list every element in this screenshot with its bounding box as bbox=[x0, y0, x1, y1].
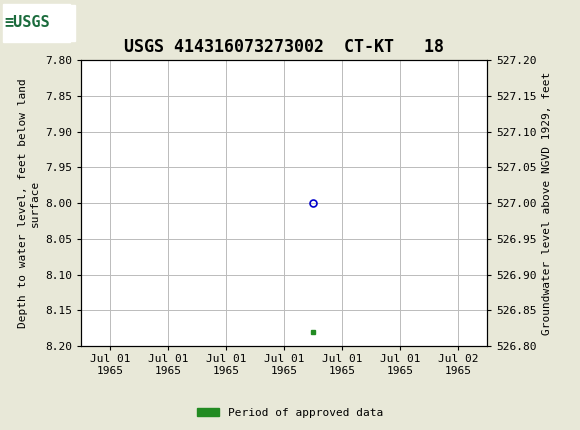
Bar bbox=[3, 3, 70, 42]
Y-axis label: Groundwater level above NGVD 1929, feet: Groundwater level above NGVD 1929, feet bbox=[542, 71, 552, 335]
Text: ≡USGS: ≡USGS bbox=[3, 14, 57, 31]
Legend: Period of approved data: Period of approved data bbox=[193, 403, 387, 422]
Text: ≡USGS: ≡USGS bbox=[5, 15, 50, 30]
Title: USGS 414316073273002  CT-KT   18: USGS 414316073273002 CT-KT 18 bbox=[124, 38, 444, 56]
FancyBboxPatch shape bbox=[6, 4, 75, 41]
Y-axis label: Depth to water level, feet below land
surface: Depth to water level, feet below land su… bbox=[18, 78, 39, 328]
